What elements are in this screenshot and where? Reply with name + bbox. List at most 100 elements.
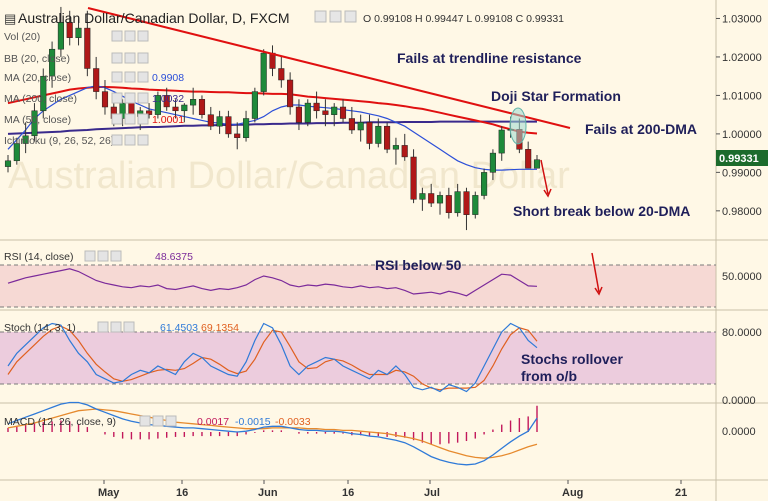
- settings-icon[interactable]: [139, 415, 151, 427]
- candle: [207, 114, 214, 127]
- settings-icon[interactable]: [124, 113, 136, 125]
- rsi-label: RSI (14, close): [4, 251, 73, 263]
- candle: [313, 102, 320, 112]
- candle: [436, 195, 444, 204]
- close-icon[interactable]: [137, 92, 149, 104]
- candle: [428, 193, 435, 204]
- down-arrow-icon: [540, 159, 549, 195]
- settings-icon[interactable]: [329, 10, 342, 23]
- candle: [243, 118, 250, 138]
- time-axis-label: 16: [342, 487, 354, 499]
- settings-icon[interactable]: [111, 71, 123, 83]
- ohlc-readout: O 0.99108 H 0.99447 L 0.99108 C 0.99331: [363, 13, 564, 25]
- candle: [295, 106, 302, 123]
- close-icon[interactable]: [137, 52, 149, 64]
- time-axis-label: Jul: [424, 487, 440, 499]
- price-axis-label: 1.03000: [722, 14, 762, 26]
- settings-icon[interactable]: [124, 71, 136, 83]
- candle: [172, 106, 179, 112]
- candle: [75, 27, 82, 38]
- stoch-band: [0, 332, 716, 384]
- close-icon[interactable]: [137, 113, 149, 125]
- settings-icon[interactable]: [110, 321, 122, 333]
- candle: [234, 133, 241, 138]
- annotation-trendline: Fails at trendline resistance: [397, 50, 582, 66]
- close-icon[interactable]: [110, 250, 122, 262]
- candle: [304, 102, 311, 123]
- candle: [348, 118, 355, 131]
- price-axis-label: 0.99000: [722, 167, 762, 179]
- stoch-axis-0: 0.0000: [722, 395, 756, 407]
- settings-icon[interactable]: [97, 250, 109, 262]
- candle: [287, 79, 294, 108]
- settings-icon[interactable]: [111, 92, 123, 104]
- settings-icon[interactable]: [84, 250, 96, 262]
- close-icon[interactable]: [137, 134, 149, 146]
- price-axis-label: 1.00000: [722, 129, 762, 141]
- settings-icon[interactable]: [124, 52, 136, 64]
- indicator-label: Ichimoku (9, 26, 52, 26): [4, 135, 114, 147]
- candle: [366, 122, 373, 144]
- settings-icon[interactable]: [124, 30, 136, 42]
- candle: [489, 152, 496, 173]
- stoch-d-value: 69.1354: [201, 322, 239, 334]
- watermark-text: Australian Dollar/Canadian Dollar: [8, 155, 570, 197]
- candle: [331, 106, 338, 115]
- settings-icon[interactable]: [111, 134, 123, 146]
- candle: [66, 22, 73, 38]
- candle: [93, 68, 100, 92]
- candle: [533, 159, 541, 169]
- time-axis-label: 21: [675, 487, 687, 499]
- indicator-label: MA (50, close): [4, 114, 71, 126]
- settings-icon[interactable]: [152, 415, 164, 427]
- close-icon[interactable]: [344, 10, 357, 23]
- close-icon[interactable]: [165, 415, 177, 427]
- stoch-label: Stoch (14, 3, 1): [4, 322, 76, 334]
- candle: [146, 110, 153, 115]
- price-axis-label: 1.02000: [722, 52, 762, 64]
- settings-icon[interactable]: [97, 321, 109, 333]
- candle: [278, 68, 285, 81]
- candle: [525, 149, 532, 169]
- candle: [419, 193, 426, 200]
- settings-icon[interactable]: [111, 113, 123, 125]
- chart-title: Australian Dollar/Canadian Dollar, D, FX…: [18, 10, 290, 26]
- candle: [339, 106, 347, 119]
- candle: [375, 125, 382, 144]
- candle: [84, 27, 91, 69]
- stoch-k-line: [7, 322, 538, 393]
- settings-icon[interactable]: [314, 10, 327, 23]
- candle: [472, 195, 479, 215]
- settings-icon[interactable]: [111, 30, 123, 42]
- doji-highlight: [509, 107, 527, 145]
- price-axis-label: 0.98000: [722, 206, 762, 218]
- close-icon[interactable]: [137, 30, 149, 42]
- candle: [357, 122, 364, 131]
- ma200-line: [7, 120, 537, 135]
- settings-icon[interactable]: [111, 52, 123, 64]
- indicator-value: 0.9908: [152, 72, 184, 84]
- close-icon[interactable]: [123, 321, 135, 333]
- menu-icon[interactable]: ▤: [4, 11, 16, 26]
- candle: [410, 156, 417, 200]
- candle: [198, 99, 206, 115]
- candle: [392, 145, 399, 150]
- candle: [154, 95, 161, 115]
- macd-axis-0: 0.0000: [722, 426, 756, 438]
- settings-icon[interactable]: [124, 92, 136, 104]
- candle: [498, 129, 505, 154]
- candle: [101, 91, 109, 108]
- candle: [190, 99, 197, 106]
- indicator-label: MA (20, close): [4, 72, 71, 84]
- candle: [4, 160, 12, 167]
- rsi-down-arrow-icon: [591, 252, 600, 293]
- annotation-doji: Doji Star Formation: [491, 88, 621, 104]
- close-icon[interactable]: [137, 71, 149, 83]
- rsi-axis-50: 50.0000: [722, 271, 762, 283]
- time-axis-label: May: [98, 487, 120, 499]
- candle: [260, 52, 267, 92]
- settings-icon[interactable]: [124, 134, 136, 146]
- indicator-value: 1.0032: [152, 93, 184, 105]
- annotation-stochs-1: Stochs rollover: [521, 351, 623, 367]
